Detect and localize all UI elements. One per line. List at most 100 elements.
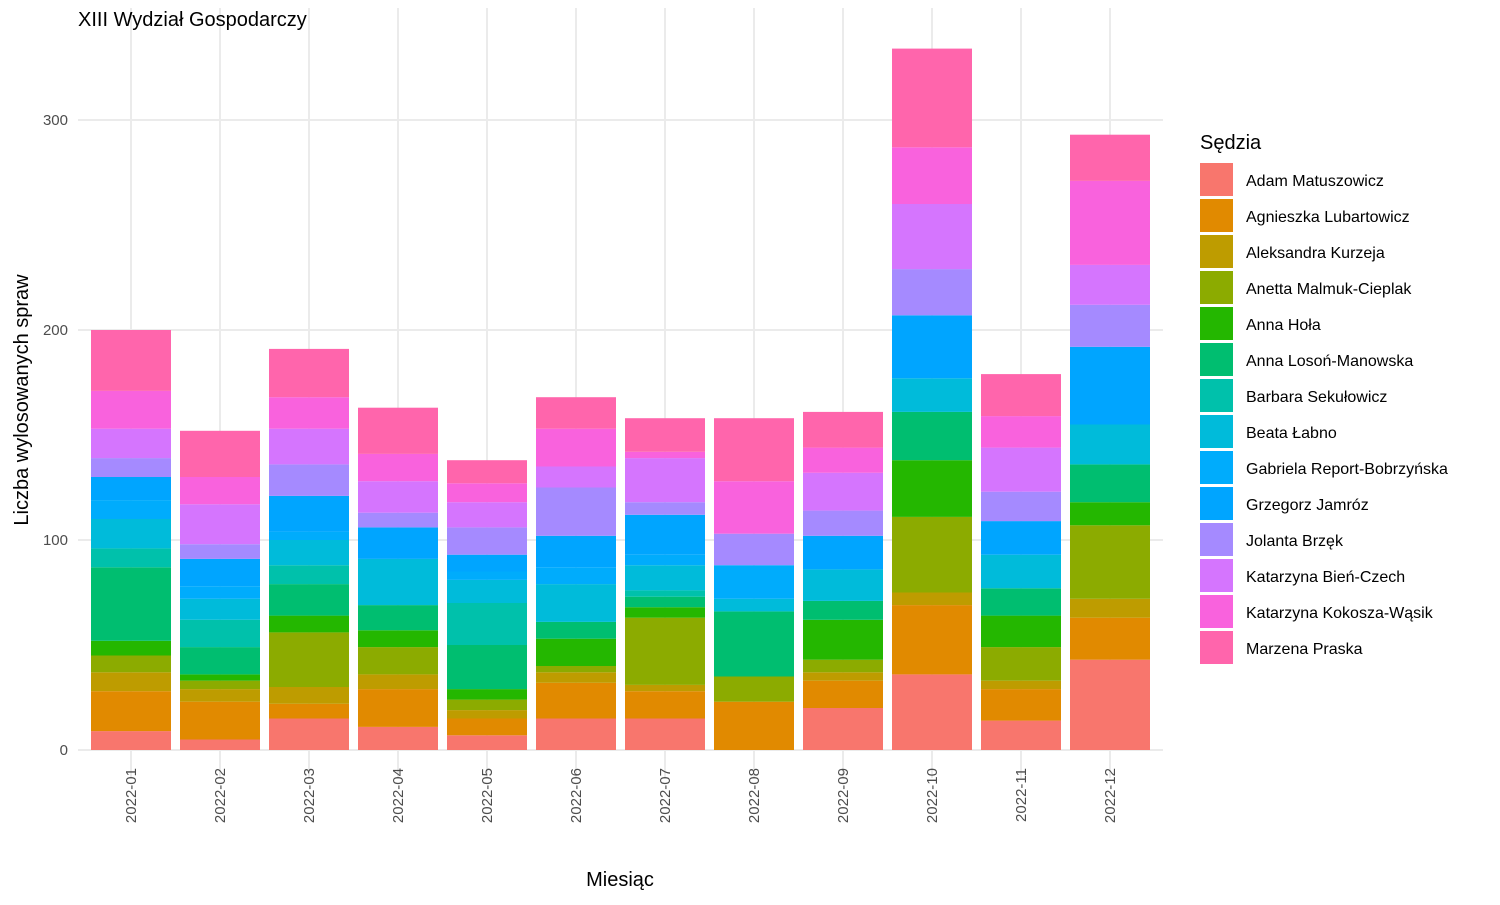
- bar-segment: Beata Łabno (2022-01): 14: [91, 519, 171, 549]
- x-tick-label: 2022-05: [479, 768, 496, 823]
- bar-segment: Gabriela Report-Bobrzyńska (2022-03): 4: [269, 531, 349, 540]
- bar-segment: Agnieszka Lubartowicz (2022-05): 8: [447, 718, 527, 736]
- x-tick-label: 2022-12: [1102, 768, 1119, 823]
- bar-segment: Anna Losoń-Manowska (2022-08): 31: [714, 611, 794, 677]
- bar-segment: Jolanta Brzęk (2022-09): 12: [803, 510, 883, 536]
- bar-segment: Grzegorz Jamróz (2022-02): 13: [180, 558, 260, 587]
- bar-segment: Beata Łabno (2022-05): 11: [447, 579, 527, 603]
- legend-swatch: [1200, 631, 1233, 664]
- bar-segment: Katarzyna Bień-Czech (2022-07): 21: [625, 458, 705, 503]
- bar-segment: Anetta Malmuk-Cieplak (2022-09): 6: [803, 659, 883, 673]
- legend-swatch: [1200, 559, 1233, 592]
- bar-segment: Marzena Praska (2022-04): 22: [358, 407, 438, 454]
- bar-segment: Grzegorz Jamróz (2022-09): 16: [803, 535, 883, 570]
- bar-segment: Anetta Malmuk-Cieplak (2022-12): 35: [1070, 525, 1150, 599]
- bar-segment: Marzena Praska (2022-07): 16: [625, 418, 705, 452]
- bar-segment: Anetta Malmuk-Cieplak (2022-03): 26: [269, 632, 349, 687]
- bar-segment: Katarzyna Kokosza-Wąsik (2022-02): 13: [180, 477, 260, 505]
- bar-segment: Jolanta Brzęk (2022-10): 22: [892, 269, 972, 316]
- bar-segment: Jolanta Brzęk (2022-05): 13: [447, 527, 527, 555]
- bar-segment: Barbara Sekułowicz (2022-05): 20: [447, 603, 527, 645]
- bar-segment: Anna Hoła (2022-02): 3: [180, 674, 260, 681]
- bar-segment: Agnieszka Lubartowicz (2022-11): 15: [981, 689, 1061, 721]
- bar-segment: Adam Matuszowicz (2022-03): 15: [269, 718, 349, 750]
- x-tick-label: 2022-08: [746, 768, 763, 823]
- bar-segment: Anna Hoła (2022-11): 15: [981, 615, 1061, 648]
- x-tick-label: 2022-02: [212, 768, 229, 823]
- bar-segment: Katarzyna Kokosza-Wąsik (2022-08): 25: [714, 481, 794, 534]
- bar-segment: Marzena Praska (2022-12): 22: [1070, 134, 1150, 181]
- bar-segment: Jolanta Brzęk (2022-12): 20: [1070, 304, 1150, 347]
- bar-segment: Grzegorz Jamróz (2022-06): 15: [536, 535, 616, 568]
- bar-segment: Anna Losoń-Manowska (2022-04): 12: [358, 605, 438, 631]
- bar-segment: Katarzyna Kokosza-Wąsik (2022-10): 27: [892, 147, 972, 204]
- bar-segment: Aleksandra Kurzeja (2022-01): 9: [91, 672, 171, 692]
- bar-segment: Aleksandra Kurzeja (2022-09): 4: [803, 672, 883, 681]
- bar-segment: Anna Losoń-Manowska (2022-10): 23: [892, 411, 972, 461]
- legend-swatch: [1200, 487, 1233, 520]
- bar-segment: Beata Łabno (2022-02): 10: [180, 598, 260, 620]
- legend-label: Katarzyna Kokosza-Wąsik: [1246, 605, 1434, 622]
- bar-segment: Grzegorz Jamróz (2022-11): 16: [981, 521, 1061, 555]
- legend-swatch: [1200, 235, 1233, 268]
- bar-segment: Agnieszka Lubartowicz (2022-10): 33: [892, 605, 972, 675]
- bar-segment: Katarzyna Bień-Czech (2022-10): 31: [892, 204, 972, 270]
- bar-segment: Aleksandra Kurzeja (2022-12): 9: [1070, 598, 1150, 618]
- bar-segment: Barbara Sekułowicz (2022-07): 3: [625, 590, 705, 597]
- bar-segment: Agnieszka Lubartowicz (2022-03): 7: [269, 703, 349, 719]
- bar-segment: Grzegorz Jamróz (2022-01): 11: [91, 477, 171, 501]
- bar-segment: Anna Hoła (2022-04): 8: [358, 630, 438, 648]
- x-tick-label: 2022-01: [123, 768, 140, 823]
- bar-segment: Jolanta Brzęk (2022-08): 15: [714, 533, 794, 566]
- bar-segment: Anna Losoń-Manowska (2022-07): 5: [625, 596, 705, 608]
- bar-segment: Anna Hoła (2022-07): 5: [625, 607, 705, 618]
- bar-segment: Marzena Praska (2022-11): 20: [981, 374, 1061, 417]
- bar-segment: Katarzyna Kokosza-Wąsik (2022-12): 40: [1070, 180, 1150, 265]
- bar-segment: Anna Losoń-Manowska (2022-05): 21: [447, 645, 527, 690]
- bar-segment: Gabriela Report-Bobrzyńska (2022-02): 6: [180, 586, 260, 599]
- legend-label: Gabriela Report-Bobrzyńska: [1246, 461, 1448, 478]
- legend-swatch: [1200, 199, 1233, 232]
- bar-segment: Beata Łabno (2022-03): 12: [269, 540, 349, 566]
- bar-segment: Barbara Sekułowicz (2022-01): 9: [91, 548, 171, 568]
- bar-segment: Adam Matuszowicz (2022-10): 36: [892, 674, 972, 750]
- legend-swatch: [1200, 307, 1233, 340]
- bar-segment: Agnieszka Lubartowicz (2022-07): 13: [625, 691, 705, 719]
- bar-segment: Beata Łabno (2022-10): 16: [892, 378, 972, 412]
- bar-segment: Anna Losoń-Manowska (2022-09): 9: [803, 600, 883, 620]
- bar-segment: Anna Hoła (2022-03): 8: [269, 615, 349, 633]
- bar-segment: Grzegorz Jamróz (2022-04): 15: [358, 527, 438, 559]
- y-axis-title: Liczba wylosowanych spraw: [11, 274, 33, 526]
- legend-label: Adam Matuszowicz: [1246, 173, 1384, 190]
- bar-segment: Anetta Malmuk-Cieplak (2022-04): 13: [358, 647, 438, 675]
- x-tick-label: 2022-06: [568, 768, 585, 823]
- bar-segment: Grzegorz Jamróz (2022-05): 8: [447, 554, 527, 572]
- bar-segment: Marzena Praska (2022-01): 29: [91, 330, 171, 391]
- legend-label: Anetta Malmuk-Cieplak: [1246, 281, 1412, 298]
- bar-segment: Anna Hoła (2022-09): 19: [803, 619, 883, 660]
- bar-segment: Beata Łabno (2022-12): 19: [1070, 424, 1150, 465]
- bar-segment: Gabriela Report-Bobrzyńska (2022-07): 5: [625, 554, 705, 566]
- bar-segment: Katarzyna Kokosza-Wąsik (2022-11): 15: [981, 416, 1061, 448]
- bar-segment: Grzegorz Jamróz (2022-07): 19: [625, 514, 705, 555]
- bar-segment: Marzena Praska (2022-08): 30: [714, 418, 794, 482]
- bar-segment: Jolanta Brzęk (2022-07): 6: [625, 502, 705, 515]
- bar-segment: Katarzyna Bień-Czech (2022-04): 15: [358, 481, 438, 513]
- bar-segment: Katarzyna Bień-Czech (2022-09): 18: [803, 472, 883, 511]
- legend-label: Grzegorz Jamróz: [1246, 497, 1369, 514]
- bar-segment: Jolanta Brzęk (2022-02): 7: [180, 544, 260, 559]
- bar-segment: Katarzyna Bień-Czech (2022-01): 14: [91, 428, 171, 459]
- x-tick-label: 2022-04: [390, 768, 407, 823]
- legend: Sędzia Adam Matuszowicz Agnieszka Lubarto…: [1200, 132, 1448, 664]
- bar-segment: Katarzyna Kokosza-Wąsik (2022-04): 13: [358, 453, 438, 482]
- bar-segment: Agnieszka Lubartowicz (2022-06): 17: [536, 682, 616, 719]
- legend-title: Sędzia: [1200, 132, 1262, 154]
- bar-segment: Anna Losoń-Manowska (2022-03): 15: [269, 584, 349, 616]
- bar-segment: Agnieszka Lubartowicz (2022-12): 20: [1070, 617, 1150, 660]
- bar-segment: Anna Losoń-Manowska (2022-11): 13: [981, 588, 1061, 616]
- legend-swatch: [1200, 271, 1233, 304]
- y-tick-label: 300: [43, 112, 68, 129]
- bar-segment: Jolanta Brzęk (2022-11): 14: [981, 491, 1061, 522]
- bar-segment: Aleksandra Kurzeja (2022-11): 4: [981, 680, 1061, 690]
